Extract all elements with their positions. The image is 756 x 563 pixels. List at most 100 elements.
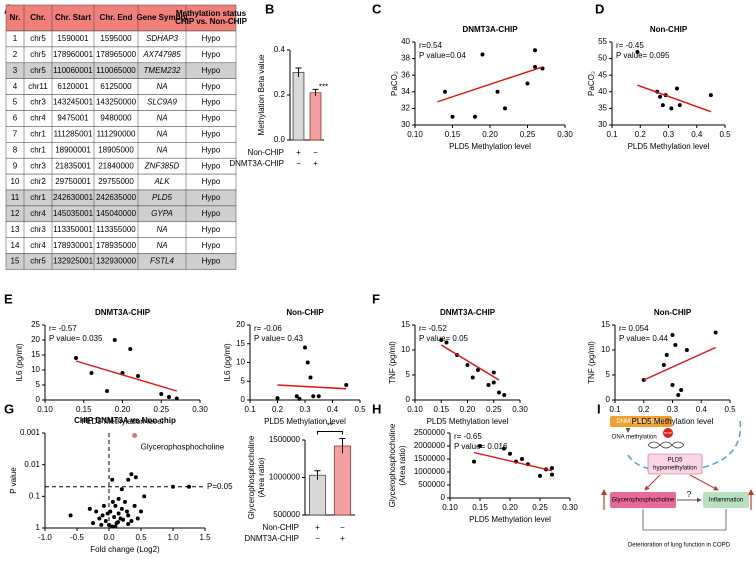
x-tick-label: 0.5 [719,130,731,139]
point [126,522,131,527]
point [159,392,164,396]
table-cell: FSTL4 [150,257,175,266]
x-tick-label: 0.10 [442,503,458,512]
table-cell: 6 [13,114,18,123]
x-axis-label: PLD5 Methylation level [82,417,164,426]
point [658,94,663,99]
group-sign: − [296,159,301,168]
annotation: P value= 0.095 [616,51,670,60]
table-header-text: Chr. Start [55,13,91,22]
point [486,383,491,387]
table-cell: 9 [13,161,18,170]
table-cell: 3 [13,66,18,75]
chart-title: Non-CHIP [654,308,692,317]
y-tick-label: 5 [241,376,246,385]
table-cell: 6120001 [57,82,89,91]
group-sign: + [315,523,320,532]
point [116,496,121,501]
mutation-text: DNMT3A mutation [616,419,665,425]
point [110,524,115,529]
table-cell: 14 [11,241,20,250]
table-cell: 110060001 [53,66,93,75]
y-tick-label: 15 [31,350,40,359]
metabolite-box [610,492,676,508]
bar [309,474,326,516]
table-cell: 178935000 [96,241,137,250]
point [101,503,106,508]
y-tick-label: 1500000 [414,454,446,463]
x-tick-label: 0.15 [472,503,488,512]
x-axis-label: PLD5 Methylation level [469,515,551,524]
point [480,52,485,57]
table-cell: 21835001 [55,161,91,170]
table-cell: 1 [13,34,18,43]
table-cell: 10 [11,177,20,186]
panel-label: B [265,1,274,16]
annotation: r= -0.06 [254,324,282,333]
annotation: P value=0.04 [419,51,466,60]
point [99,522,104,527]
y-axis-label: TNF (pg/ml) [388,341,397,384]
point [68,513,73,518]
annotation: P value= 0.43 [254,334,304,343]
table-cell: chr1 [30,145,46,154]
table-cell: 9475001 [57,114,89,123]
y-tick-label: 5 [36,380,41,389]
threshold-label: P=0.05 [207,482,233,491]
point [133,475,138,480]
y-axis-label: PaCO₂ [587,71,596,96]
annotation: r= -0.45 [616,41,644,50]
point [520,457,524,461]
chart-title: CHIP DNMT3A vs Non chip [74,416,176,425]
table-cell: chr4 [30,114,46,123]
table-cell: 6125000 [100,82,132,91]
table-cell: chr5 [30,257,46,266]
point [113,503,118,508]
table-cell: 143250000 [96,98,137,107]
x-tick-label: 0.10 [407,130,423,139]
table-cell: chr4 [30,209,46,218]
inflammation-text: Inflammation [709,498,743,504]
table-cell: NA [156,241,167,250]
table-cell: chr5 [30,50,46,59]
point [94,509,99,514]
table-cell: SLC9A9 [147,98,177,107]
point [171,484,175,489]
point [550,472,554,477]
point [661,363,666,367]
point [305,360,310,365]
table-cell: 132930000 [96,257,137,266]
y-tick-label: 40 [401,37,410,46]
table-header-text: Chr. [30,13,46,22]
y-tick-label: 36 [401,70,410,79]
x-tick-label: 0.30 [562,503,578,512]
bar [309,92,322,141]
trend-line [473,451,553,472]
mutation-box [610,416,672,427]
point [670,383,675,387]
trend-line [437,66,543,103]
panel-label: C [372,1,382,16]
point [444,340,449,345]
x-axis-label: PLD5 Methylation level [628,142,710,151]
x-tick-label: 0.15 [445,130,461,139]
group-sign: + [340,534,345,543]
inflammation-box [703,492,749,508]
point [187,484,191,489]
metabolite-text: Glycerophosphocholine [612,498,675,504]
error-bar [295,67,302,77]
table-cell: 178965000 [96,50,137,59]
table-cell: Hypo [202,209,221,218]
y-tick-label: 20 [31,335,40,344]
x-tick-label: 0.25 [486,405,502,414]
y-tick-label: 15 [236,339,245,348]
hypomethylation-box [647,453,703,475]
table-cell: 242630001 [53,193,94,202]
table-cell: 143245001 [53,98,94,107]
x-tick-label: 0.25 [520,130,536,139]
x-tick-label: 0.15 [433,405,449,414]
outcome-text: Deterioration of lung function in COPD [628,543,731,549]
point [550,466,554,471]
point [136,374,140,378]
